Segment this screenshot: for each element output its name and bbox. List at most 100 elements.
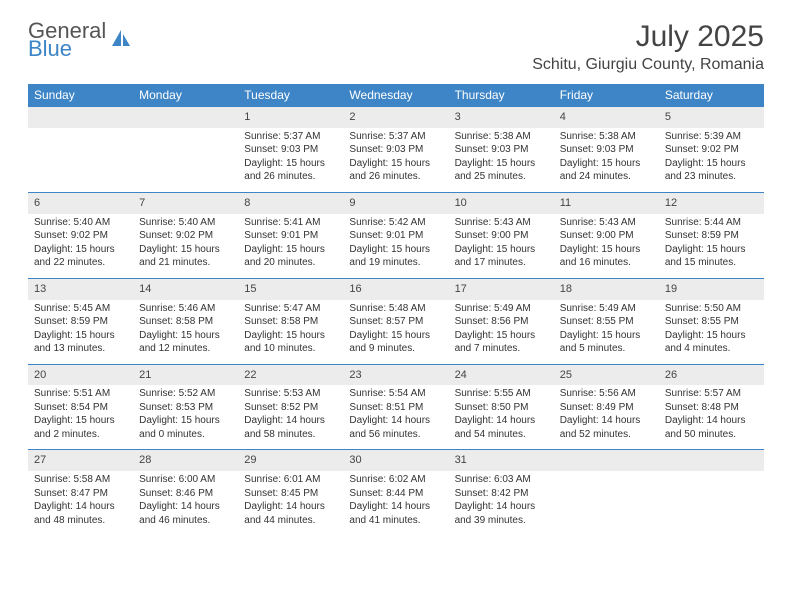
day-number: 21 [133,364,238,385]
day-number: 6 [28,192,133,213]
daylight-line1: Daylight: 15 hours [665,243,758,257]
day-number: 25 [554,364,659,385]
month-title: July 2025 [532,20,764,54]
day-cell: Sunrise: 6:02 AMSunset: 8:44 PMDaylight:… [343,471,448,535]
day-cell: Sunrise: 5:38 AMSunset: 9:03 PMDaylight:… [449,128,554,193]
sunset: Sunset: 8:50 PM [455,401,548,415]
daylight-line1: Daylight: 15 hours [244,157,337,171]
day-number: 18 [554,278,659,299]
day-cell [133,128,238,193]
weekday-header: Friday [554,84,659,107]
day-number [133,107,238,128]
day-number: 27 [28,450,133,471]
day-cell: Sunrise: 5:49 AMSunset: 8:55 PMDaylight:… [554,300,659,365]
sunrise: Sunrise: 5:49 AM [455,302,548,316]
daylight-line1: Daylight: 15 hours [34,414,127,428]
sunrise: Sunrise: 5:48 AM [349,302,442,316]
daylight-line1: Daylight: 15 hours [244,243,337,257]
daylight-line1: Daylight: 15 hours [560,329,653,343]
day-number: 4 [554,107,659,128]
sunset: Sunset: 8:55 PM [665,315,758,329]
day-cell: Sunrise: 5:57 AMSunset: 8:48 PMDaylight:… [659,385,764,450]
day-number: 26 [659,364,764,385]
daylight-line2: and 10 minutes. [244,342,337,356]
sunset: Sunset: 9:01 PM [349,229,442,243]
day-number: 19 [659,278,764,299]
daylight-line2: and 41 minutes. [349,514,442,528]
day-number: 22 [238,364,343,385]
daylight-line1: Daylight: 15 hours [455,157,548,171]
day-cell: Sunrise: 5:39 AMSunset: 9:02 PMDaylight:… [659,128,764,193]
day-cell: Sunrise: 5:44 AMSunset: 8:59 PMDaylight:… [659,214,764,279]
day-number: 7 [133,192,238,213]
weekday-header-row: Sunday Monday Tuesday Wednesday Thursday… [28,84,764,107]
daylight-line1: Daylight: 15 hours [349,243,442,257]
daylight-line1: Daylight: 15 hours [665,157,758,171]
daylight-line1: Daylight: 15 hours [34,329,127,343]
day-cell: Sunrise: 5:49 AMSunset: 8:56 PMDaylight:… [449,300,554,365]
daylight-line1: Daylight: 15 hours [34,243,127,257]
sunset: Sunset: 8:45 PM [244,487,337,501]
sunrise: Sunrise: 5:37 AM [244,130,337,144]
day-number: 2 [343,107,448,128]
sunrise: Sunrise: 5:54 AM [349,387,442,401]
daylight-line1: Daylight: 14 hours [244,500,337,514]
day-number: 9 [343,192,448,213]
data-row: Sunrise: 5:45 AMSunset: 8:59 PMDaylight:… [28,300,764,365]
sunset: Sunset: 9:03 PM [244,143,337,157]
day-number: 29 [238,450,343,471]
daylight-line2: and 39 minutes. [455,514,548,528]
sunrise: Sunrise: 5:44 AM [665,216,758,230]
data-row: Sunrise: 5:40 AMSunset: 9:02 PMDaylight:… [28,214,764,279]
sunrise: Sunrise: 5:50 AM [665,302,758,316]
daynum-row: 20212223242526 [28,364,764,385]
sunset: Sunset: 8:57 PM [349,315,442,329]
daylight-line1: Daylight: 14 hours [349,500,442,514]
sunrise: Sunrise: 6:01 AM [244,473,337,487]
day-number: 23 [343,364,448,385]
calendar-body: 12345Sunrise: 5:37 AMSunset: 9:03 PMDayl… [28,107,764,536]
day-cell: Sunrise: 5:40 AMSunset: 9:02 PMDaylight:… [133,214,238,279]
sunset: Sunset: 8:55 PM [560,315,653,329]
day-number: 24 [449,364,554,385]
sunrise: Sunrise: 5:58 AM [34,473,127,487]
weekday-header: Saturday [659,84,764,107]
weekday-header: Tuesday [238,84,343,107]
day-number: 31 [449,450,554,471]
day-number: 8 [238,192,343,213]
daylight-line1: Daylight: 15 hours [455,243,548,257]
daylight-line1: Daylight: 15 hours [349,329,442,343]
sunrise: Sunrise: 5:38 AM [455,130,548,144]
daylight-line2: and 50 minutes. [665,428,758,442]
daylight-line2: and 58 minutes. [244,428,337,442]
daylight-line1: Daylight: 15 hours [139,414,232,428]
sunrise: Sunrise: 5:56 AM [560,387,653,401]
location: Schitu, Giurgiu County, Romania [532,56,764,74]
daylight-line1: Daylight: 14 hours [455,414,548,428]
daylight-line1: Daylight: 14 hours [349,414,442,428]
day-cell: Sunrise: 5:37 AMSunset: 9:03 PMDaylight:… [343,128,448,193]
day-number: 15 [238,278,343,299]
day-cell: Sunrise: 5:50 AMSunset: 8:55 PMDaylight:… [659,300,764,365]
day-cell: Sunrise: 5:43 AMSunset: 9:00 PMDaylight:… [554,214,659,279]
day-cell: Sunrise: 5:53 AMSunset: 8:52 PMDaylight:… [238,385,343,450]
data-row: Sunrise: 5:58 AMSunset: 8:47 PMDaylight:… [28,471,764,535]
sunset: Sunset: 8:44 PM [349,487,442,501]
sunset: Sunset: 8:53 PM [139,401,232,415]
day-number: 1 [238,107,343,128]
logo-text: General Blue [28,20,106,60]
daylight-line2: and 15 minutes. [665,256,758,270]
daylight-line1: Daylight: 14 hours [560,414,653,428]
daylight-line2: and 13 minutes. [34,342,127,356]
day-cell: Sunrise: 5:40 AMSunset: 9:02 PMDaylight:… [28,214,133,279]
daylight-line2: and 44 minutes. [244,514,337,528]
daylight-line2: and 48 minutes. [34,514,127,528]
day-number: 20 [28,364,133,385]
sunrise: Sunrise: 5:43 AM [560,216,653,230]
sunrise: Sunrise: 5:46 AM [139,302,232,316]
sunrise: Sunrise: 5:41 AM [244,216,337,230]
sunrise: Sunrise: 5:57 AM [665,387,758,401]
sunset: Sunset: 9:03 PM [349,143,442,157]
daylight-line2: and 22 minutes. [34,256,127,270]
daylight-line2: and 4 minutes. [665,342,758,356]
